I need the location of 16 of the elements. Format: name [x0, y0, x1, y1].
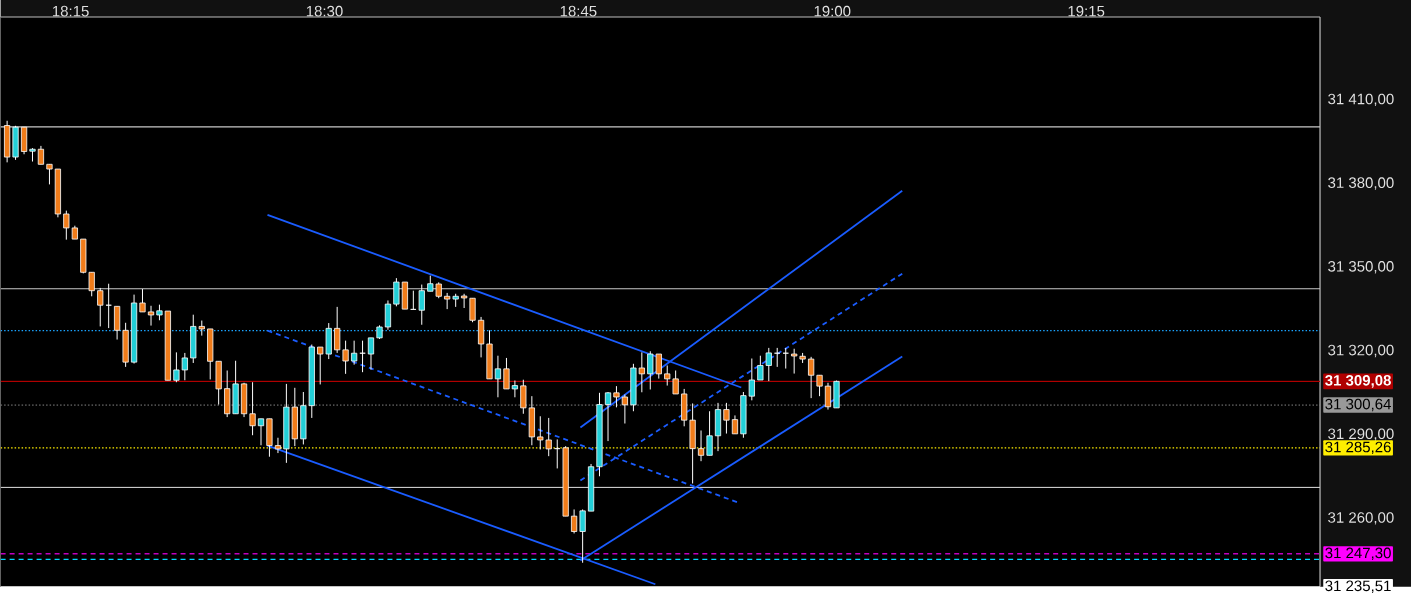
ref-line-label: 31 309,08	[1325, 374, 1391, 388]
x-tick-label: 18:15	[52, 5, 89, 17]
x-tick-label: 19:15	[1068, 5, 1105, 17]
y-tick-label: 31 410,00	[1328, 93, 1394, 106]
ref-line-label: 31 247,30	[1325, 547, 1391, 560]
ref-line-label: 31 235,51	[1325, 580, 1391, 593]
x-tick-label: 18:30	[306, 5, 343, 17]
x-tick-label: 19:00	[814, 5, 851, 17]
y-tick-label: 31 260,00	[1328, 511, 1394, 525]
x-tick-label: 18:45	[560, 5, 597, 17]
y-tick-label: 31 290,00	[1328, 428, 1394, 441]
ref-line-label: 31 300,64	[1325, 398, 1391, 411]
ref-line-label: 31 285,26	[1325, 441, 1391, 454]
y-tick-label: 31 350,00	[1328, 260, 1394, 274]
y-tick-label: 31 380,00	[1328, 177, 1394, 190]
y-tick-label: 31 320,00	[1328, 344, 1394, 357]
